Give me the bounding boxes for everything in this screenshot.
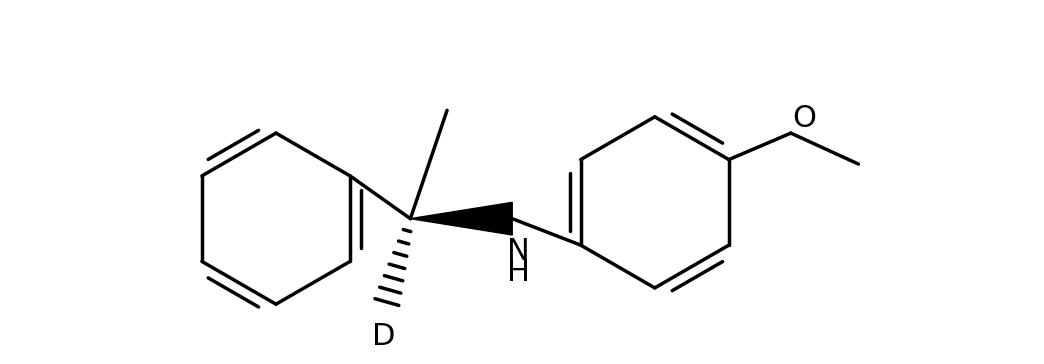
Text: D: D xyxy=(372,322,396,351)
Text: N: N xyxy=(507,237,530,266)
Text: O: O xyxy=(791,104,815,133)
Text: H: H xyxy=(507,258,530,287)
Polygon shape xyxy=(410,202,513,235)
